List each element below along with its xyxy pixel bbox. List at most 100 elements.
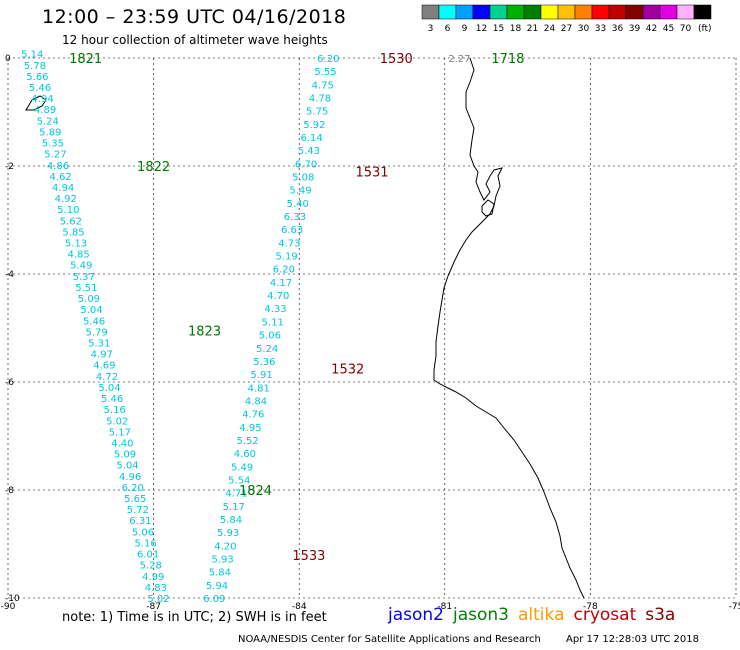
coastline: [25, 57, 585, 599]
scale-swatch: [557, 4, 576, 20]
wave-height-value: 5.27: [44, 150, 66, 161]
scale-tick-label: 39: [629, 24, 641, 34]
wave-height-value: 6.20: [273, 265, 295, 276]
wave-height-value: 5.46: [29, 83, 51, 94]
scale-swatch: [421, 4, 440, 20]
satellite-legend-item: jason2: [388, 605, 444, 625]
y-tick-label: 0: [5, 54, 11, 64]
pass-time-label: 1824: [239, 484, 272, 499]
wave-height-value: 4.85: [67, 250, 89, 261]
wave-height-value: 4.71: [225, 489, 247, 500]
wave-height-value: 5.72: [127, 505, 149, 516]
wave-height-value: 4.76: [242, 410, 264, 421]
scale-tick-label: 18: [510, 24, 522, 34]
coastline-path: [433, 57, 585, 599]
x-tick-label: -87: [146, 602, 161, 612]
scale-swatch: [455, 4, 474, 20]
wave-height-value: 5.37: [73, 272, 95, 283]
wave-height-value: 5.65: [124, 494, 146, 505]
footnote: note: 1) Time is in UTC; 2) SWH is in fe…: [62, 610, 327, 625]
scale-swatch: [659, 4, 678, 20]
scale-swatch: [489, 4, 508, 20]
wave-height-value: 4.84: [245, 396, 267, 407]
scale-tick-label: 15: [493, 24, 504, 34]
wave-height-value: 5.31: [88, 339, 110, 350]
pass-time-label: 1821: [69, 52, 102, 67]
wave-height-value: 4.20: [214, 541, 236, 552]
wave-height-value: 5.49: [70, 261, 92, 272]
wave-height-value: 5.24: [256, 344, 278, 355]
wave-height-value: 6.70: [295, 159, 317, 170]
scale-tick-label: 9: [462, 24, 468, 34]
wave-height-value: 5.91: [250, 370, 272, 381]
wave-height-value: 5.93: [217, 528, 239, 539]
scale-swatch: [591, 4, 610, 20]
wave-height-value: 5.35: [42, 139, 64, 150]
wave-height-value: 6.20: [122, 483, 144, 494]
wave-height-value: 5.10: [57, 205, 79, 216]
wave-height-value: 6.01: [137, 550, 159, 561]
wave-height-value: 4.95: [239, 423, 261, 434]
wave-height-value: 5.85: [62, 227, 84, 238]
wave-height-value: 5.51: [75, 283, 97, 294]
satellite-legend-item: jason3: [453, 605, 509, 625]
wave-height-value: 5.06: [259, 331, 281, 342]
scale-unit-label: (ft): [698, 24, 712, 34]
wave-height-value: 4.17: [270, 278, 292, 289]
scale-swatch: [506, 4, 525, 20]
wave-height-value: 4.86: [47, 161, 69, 172]
wave-height-value: 5.89: [39, 127, 61, 138]
galapagos-island: [25, 95, 47, 111]
wave-height-value: 5.02: [147, 594, 169, 605]
scale-tick-label: 24: [544, 24, 556, 34]
wave-height-value: 4.78: [309, 94, 331, 105]
wave-height-value: 5.52: [237, 436, 259, 447]
scale-swatch: [574, 4, 593, 20]
wave-height-value: 5.36: [253, 357, 275, 368]
wave-height-value: 5.94: [206, 581, 228, 592]
scale-tick-label: 30: [578, 24, 590, 34]
y-tick-label: -4: [5, 270, 14, 280]
wave-height-value: 5.75: [306, 107, 328, 118]
wave-height-value: 5.17: [223, 502, 245, 513]
wave-height-value: 4.70: [267, 291, 289, 302]
y-tick-label: -6: [5, 378, 14, 388]
pass-time-label: 1533: [292, 549, 325, 564]
scale-swatch: [608, 4, 627, 20]
x-tick-label: -78: [583, 602, 598, 612]
pass-time-label: 1718: [491, 52, 524, 67]
wave-height-value: 4.81: [248, 383, 270, 394]
wave-height-value: 5.43: [298, 146, 320, 157]
y-tick-label: -8: [5, 486, 14, 496]
map-subtitle: 12 hour collection of altimeter wave hei…: [62, 33, 328, 47]
gulf-of-guayaquil-island: [481, 199, 495, 217]
credit-line: NOAA/NESDIS Center for Satellite Applica…: [238, 634, 541, 645]
wave-height-value: 4.75: [312, 80, 334, 91]
wave-height-value: 5.13: [65, 239, 87, 250]
map-grid: [7, 57, 737, 599]
wave-height-value: 5.16: [104, 405, 126, 416]
wave-height-value: 5.09: [78, 294, 100, 305]
wave-height-value: 6.20: [317, 54, 339, 65]
wave-height-value: 5.06: [132, 527, 154, 538]
wave-height-value: 5.40: [287, 199, 309, 210]
wave-height-value: 4.69: [93, 361, 115, 372]
y-tick-label: -10: [5, 594, 20, 604]
wave-height-value: 5.28: [140, 561, 162, 572]
pass-time-label: 1530: [380, 52, 413, 67]
wave-height-value: 4.72: [96, 372, 118, 383]
wave-height-value: 5.79: [86, 327, 108, 338]
wave-height-value: 2.27: [448, 54, 470, 65]
wave-height-value: 5.17: [109, 427, 131, 438]
satellite-legend-item: altika: [518, 605, 565, 625]
wave-height-value: 6.14: [300, 133, 322, 144]
satellite-legend: jason2 jason3 altika cryosat s3a: [388, 605, 684, 625]
satellite-legend-item: s3a: [645, 605, 676, 625]
scale-swatch: [438, 4, 457, 20]
scale-tick-label: 36: [612, 24, 624, 34]
scale-swatch: [540, 4, 559, 20]
wave-height-value: 5.16: [134, 538, 156, 549]
scale-swatch: [472, 4, 491, 20]
